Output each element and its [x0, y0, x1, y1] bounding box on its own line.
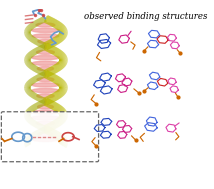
Ellipse shape — [37, 50, 54, 54]
Ellipse shape — [32, 83, 59, 87]
Ellipse shape — [38, 39, 53, 43]
FancyBboxPatch shape — [1, 112, 99, 162]
Ellipse shape — [37, 77, 54, 82]
Ellipse shape — [32, 56, 59, 60]
Ellipse shape — [37, 105, 53, 109]
Ellipse shape — [32, 116, 59, 120]
Ellipse shape — [32, 34, 59, 38]
Ellipse shape — [32, 137, 58, 142]
Ellipse shape — [32, 28, 59, 32]
Ellipse shape — [36, 121, 55, 125]
Text: observed binding structures: observed binding structures — [84, 12, 207, 21]
Ellipse shape — [44, 126, 46, 131]
Ellipse shape — [45, 45, 46, 49]
Ellipse shape — [37, 94, 54, 98]
Ellipse shape — [32, 88, 59, 93]
Ellipse shape — [32, 110, 59, 114]
Ellipse shape — [45, 99, 46, 103]
Ellipse shape — [32, 61, 59, 65]
Ellipse shape — [36, 23, 55, 27]
Ellipse shape — [37, 67, 54, 71]
Ellipse shape — [45, 72, 46, 76]
Ellipse shape — [38, 132, 53, 136]
